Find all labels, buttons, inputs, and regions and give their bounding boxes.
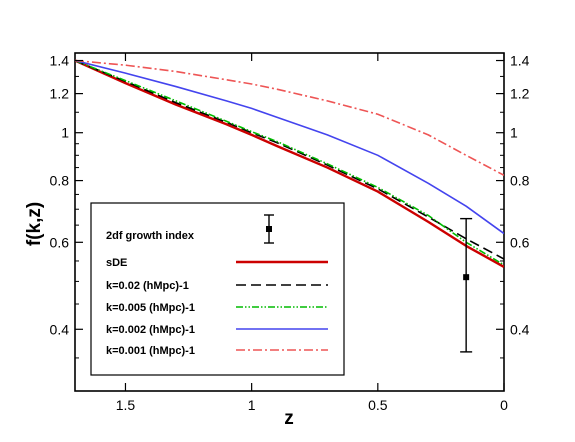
series-line-2	[75, 59, 504, 266]
series-line-3	[75, 59, 504, 235]
y-tick-label-left-3: 0.8	[50, 173, 70, 189]
x-tick-label-2: 0.5	[368, 397, 388, 413]
legend-box	[90, 202, 345, 376]
x-axis-title: z	[284, 408, 294, 429]
y-tick-label-right-2: 1	[510, 125, 518, 141]
legend-label-3: k=0.005 (hMpc)-1	[106, 302, 195, 314]
y-tick-label-left-4: 0.6	[50, 234, 70, 250]
series-line-4	[75, 59, 504, 176]
y-axis-title: f(k,z)	[24, 202, 45, 246]
y-tick-label-left-1: 1.2	[50, 86, 70, 102]
y-tick-label-left-2: 1	[61, 125, 69, 141]
legend-label-4: k=0.002 (hMpc)-1	[106, 324, 195, 336]
y-tick-label-right-4: 0.6	[510, 234, 530, 250]
observation-layer	[460, 217, 473, 353]
y-tick-label-left-5: 0.4	[50, 321, 70, 337]
plot-area-frame	[74, 52, 505, 392]
y-tick-label-right-0: 1.4	[510, 53, 530, 69]
series-line-0	[75, 59, 504, 268]
legend-label-2: k=0.02 (hMpc)-1	[106, 280, 189, 292]
y-tick-label-right-1: 1.2	[510, 86, 530, 102]
legend: 2df growth index sDE k=0.02 (hMpc)-1 k=0.00…	[90, 202, 345, 376]
legend-obs-marker	[266, 226, 272, 232]
obs-marker-0	[463, 274, 470, 281]
legend-label-5: k=0.001 (hMpc)-1	[106, 345, 195, 357]
series-layer	[75, 59, 504, 268]
ticks-layer: 1.5 1 0.5 0 1.4 1.4 1.2 1.2 1 1 0.8 0.8 0.6 0.6 0.4 0.4	[50, 53, 530, 413]
y-tick-label-right-3: 0.8	[510, 173, 530, 189]
x-tick-label-0: 1.5	[116, 397, 136, 413]
legend-label-0: 2df growth index	[106, 230, 195, 242]
series-line-1	[75, 59, 504, 260]
y-tick-label-left-0: 1.4	[50, 53, 70, 69]
legend-label-1: sDE	[106, 257, 127, 269]
x-tick-label-1: 1	[248, 397, 256, 413]
y-tick-label-right-5: 0.4	[510, 321, 530, 337]
x-tick-label-3: 0	[500, 397, 508, 413]
